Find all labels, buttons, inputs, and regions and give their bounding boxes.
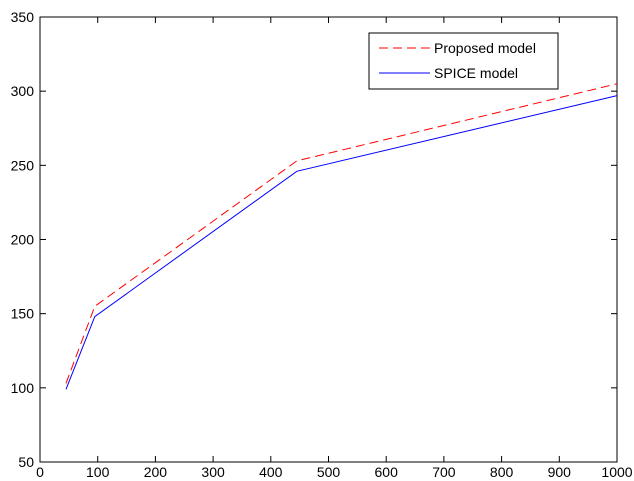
y-tick-label: 150 (11, 306, 35, 322)
legend-box (368, 32, 559, 90)
x-tick-label: 400 (259, 464, 283, 480)
x-tick-label: 1000 (601, 464, 632, 480)
legend-label-spice-model: SPICE model (434, 65, 518, 81)
y-tick-label: 250 (11, 157, 35, 173)
y-tick-label: 300 (11, 83, 35, 99)
x-tick-label: 600 (375, 464, 399, 480)
axis-tick-labels: 0 100 200 300 400 500 600 700 800 900 1000 50 100 150… (11, 9, 633, 480)
legend: Proposed model SPICE model (368, 32, 559, 90)
y-tick-label: 50 (18, 454, 34, 470)
x-tick-label: 300 (201, 464, 225, 480)
series-line-proposed-model (65, 83, 618, 384)
series-line-spice-model (65, 95, 618, 390)
y-tick-label: 200 (11, 232, 35, 248)
x-tick-label: 900 (548, 464, 572, 480)
axis-ticks (39, 16, 618, 463)
legend-label-proposed-model: Proposed model (434, 40, 536, 56)
x-tick-label: 800 (490, 464, 514, 480)
y-tick-label: 100 (11, 380, 35, 396)
x-tick-label: 700 (432, 464, 456, 480)
x-tick-label: 200 (144, 464, 168, 480)
y-tick-label: 350 (11, 9, 35, 25)
x-tick-label: 500 (317, 464, 341, 480)
series-lines (65, 83, 618, 390)
plot-area (39, 16, 618, 463)
x-tick-label: 100 (86, 464, 110, 480)
x-tick-label: 0 (36, 464, 44, 480)
